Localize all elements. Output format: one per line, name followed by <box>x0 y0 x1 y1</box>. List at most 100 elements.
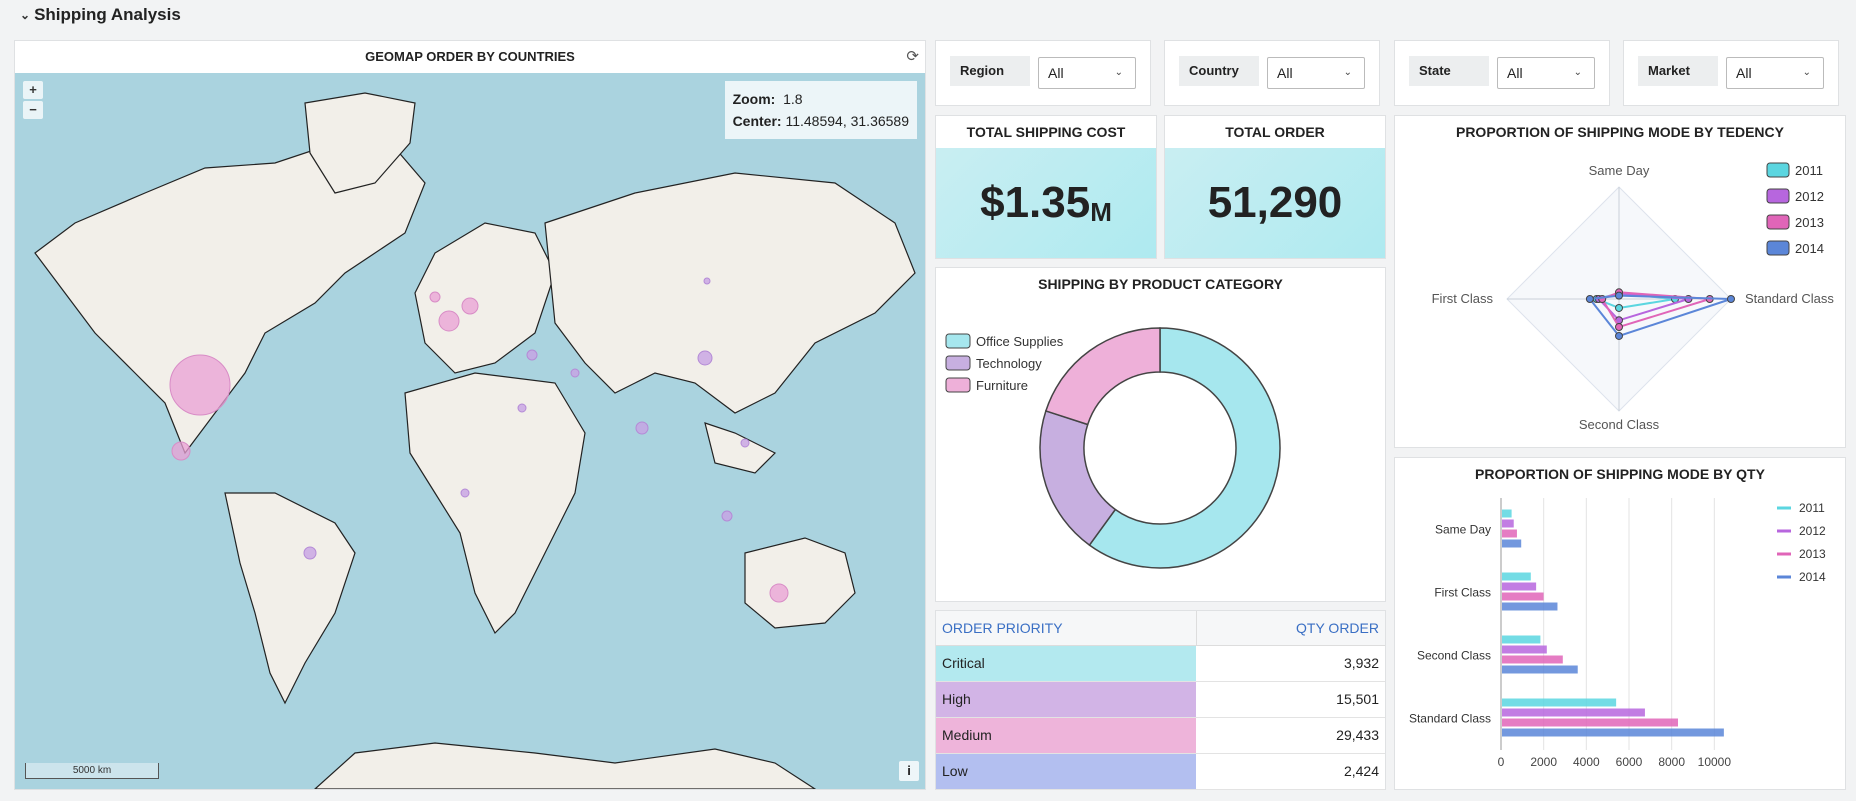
greenland-land <box>304 92 416 194</box>
table-row[interactable]: Critical 3,932 <box>936 645 1385 682</box>
bar[interactable] <box>1502 572 1531 581</box>
order-bubble-germany <box>461 297 479 315</box>
australia-land <box>744 537 856 629</box>
kpi-shipping-cost-unit: M <box>1090 197 1112 227</box>
refresh-icon[interactable]: ⟳ <box>906 48 919 65</box>
donut-panel: SHIPPING BY PRODUCT CATEGORY Office Supp… <box>935 267 1386 602</box>
south-america-land <box>224 492 356 705</box>
donut-slice[interactable] <box>1088 327 1281 569</box>
bar[interactable] <box>1502 635 1541 644</box>
order-bubble-brazil <box>303 546 317 560</box>
world-map[interactable]: + − Zoom: 1.8 Center: 11.48594, 31.36589… <box>15 73 925 789</box>
order-bubble-france <box>438 310 460 332</box>
section-header[interactable]: ⌄ Shipping Analysis <box>20 5 181 25</box>
geomap-title: GEOMAP ORDER BY COUNTRIES <box>365 49 575 64</box>
market-select[interactable]: All ⌄ <box>1726 57 1824 89</box>
legend-label: 2014 <box>1799 570 1826 584</box>
section-title: Shipping Analysis <box>34 5 181 24</box>
chevron-down-icon[interactable]: ⌄ <box>20 8 31 22</box>
legend-swatch <box>945 333 971 349</box>
table-row[interactable]: High 15,501 <box>936 681 1385 718</box>
bar[interactable] <box>1502 602 1558 611</box>
order-bubble-mexico <box>171 441 191 461</box>
donut-slice[interactable] <box>1039 409 1117 547</box>
bar[interactable] <box>1502 665 1578 674</box>
y-category-label: Same Day <box>1435 523 1491 537</box>
filter-label-state: State <box>1409 56 1489 86</box>
zoom-in-button[interactable]: + <box>23 81 43 99</box>
filter-market: Market All ⌄ <box>1623 40 1839 106</box>
table-row[interactable]: Medium 29,433 <box>936 717 1385 754</box>
x-tick-label: 0 <box>1498 755 1505 769</box>
north-america-land <box>34 142 426 455</box>
bar[interactable] <box>1502 529 1517 538</box>
radar-panel: PROPORTION OF SHIPPING MODE BY TEDENCY S… <box>1394 115 1846 448</box>
order-bubble-iran <box>570 368 580 378</box>
bar-chart: 0 2000 4000 6000 8000 10000 Same Day First Clas… <box>1409 498 1826 769</box>
radar-point[interactable] <box>1615 323 1623 331</box>
kpi-total-order-title: TOTAL ORDER <box>1225 124 1325 140</box>
bar[interactable] <box>1502 655 1563 664</box>
bar[interactable] <box>1502 539 1522 548</box>
legend-swatch <box>1766 188 1790 204</box>
filter-label-country: Country <box>1179 56 1259 86</box>
country-select[interactable]: All ⌄ <box>1267 57 1365 89</box>
kpi-total-shipping-cost: TOTAL SHIPPING COST $1.35 M <box>935 115 1157 259</box>
bar[interactable] <box>1502 708 1645 717</box>
kpi-total-order-value: 51,290 <box>1207 178 1343 227</box>
order-bubble-india <box>635 421 649 435</box>
bar[interactable] <box>1502 698 1617 707</box>
radar-point[interactable] <box>1615 291 1623 300</box>
bar[interactable] <box>1502 728 1724 737</box>
bar[interactable] <box>1502 509 1512 518</box>
y-category-label: First Class <box>1434 586 1491 600</box>
bar[interactable] <box>1502 645 1547 654</box>
map-info-button[interactable]: i <box>899 761 919 781</box>
zoom-controls: + − <box>23 81 43 119</box>
bar[interactable] <box>1502 718 1678 727</box>
order-priority-table: ORDER PRIORITY QTY ORDER Critical 3,932 Hi… <box>936 611 1385 790</box>
order-bubble-egypt <box>517 403 527 413</box>
donut-chart: Office Supplies Technology Furniture <box>945 327 1281 569</box>
zoom-label: Zoom: <box>732 91 776 107</box>
col-header-qty[interactable]: QTY ORDER <box>1196 611 1385 646</box>
state-select-value: All <box>1507 65 1523 81</box>
filter-region: Region All ⌄ <box>935 40 1151 106</box>
geomap-panel: GEOMAP ORDER BY COUNTRIES ⟳ <box>14 40 926 790</box>
legend-label: 2011 <box>1795 163 1823 178</box>
legend-swatch <box>1766 214 1790 230</box>
legend-swatch <box>945 355 971 371</box>
bar[interactable] <box>1502 582 1537 591</box>
table-row[interactable]: Low 2,424 <box>936 753 1385 790</box>
donut-slice[interactable] <box>1044 327 1161 426</box>
order-bubble-china <box>697 350 713 366</box>
qty-cell: 2,424 <box>1196 753 1385 790</box>
order-bubble-uk <box>429 291 441 303</box>
legend-label: 2013 <box>1799 547 1826 561</box>
radar-point[interactable] <box>1615 331 1623 340</box>
radar-point[interactable] <box>1585 295 1594 303</box>
kpi-total-order: TOTAL ORDER 51,290 <box>1164 115 1386 259</box>
legend-label: Office Supplies <box>976 334 1064 349</box>
africa-land <box>404 372 586 635</box>
bar[interactable] <box>1502 592 1544 601</box>
order-bubble-russia <box>703 277 711 285</box>
radar-axis-label: Standard Class <box>1745 291 1834 306</box>
legend-label: 2012 <box>1799 524 1826 538</box>
radar-point[interactable] <box>1727 295 1735 303</box>
radar-chart: Same Day Standard Class Second Class First … <box>1432 162 1834 432</box>
x-tick-label: 4000 <box>1573 755 1600 769</box>
bar[interactable] <box>1502 519 1514 528</box>
kpi-shipping-cost-value: $1.35 <box>980 178 1091 227</box>
col-header-priority[interactable]: ORDER PRIORITY <box>936 611 1197 646</box>
radar-point[interactable] <box>1615 303 1623 312</box>
region-select[interactable]: All ⌄ <box>1038 57 1136 89</box>
legend-swatch <box>1766 240 1790 256</box>
asia-land <box>544 172 916 414</box>
x-tick-label: 10000 <box>1698 755 1732 769</box>
zoom-out-button[interactable]: − <box>23 101 43 119</box>
donut-title: SHIPPING BY PRODUCT CATEGORY <box>1038 276 1283 292</box>
map-svg <box>34 92 916 789</box>
y-category-label: Second Class <box>1417 649 1491 663</box>
state-select[interactable]: All ⌄ <box>1497 57 1595 89</box>
